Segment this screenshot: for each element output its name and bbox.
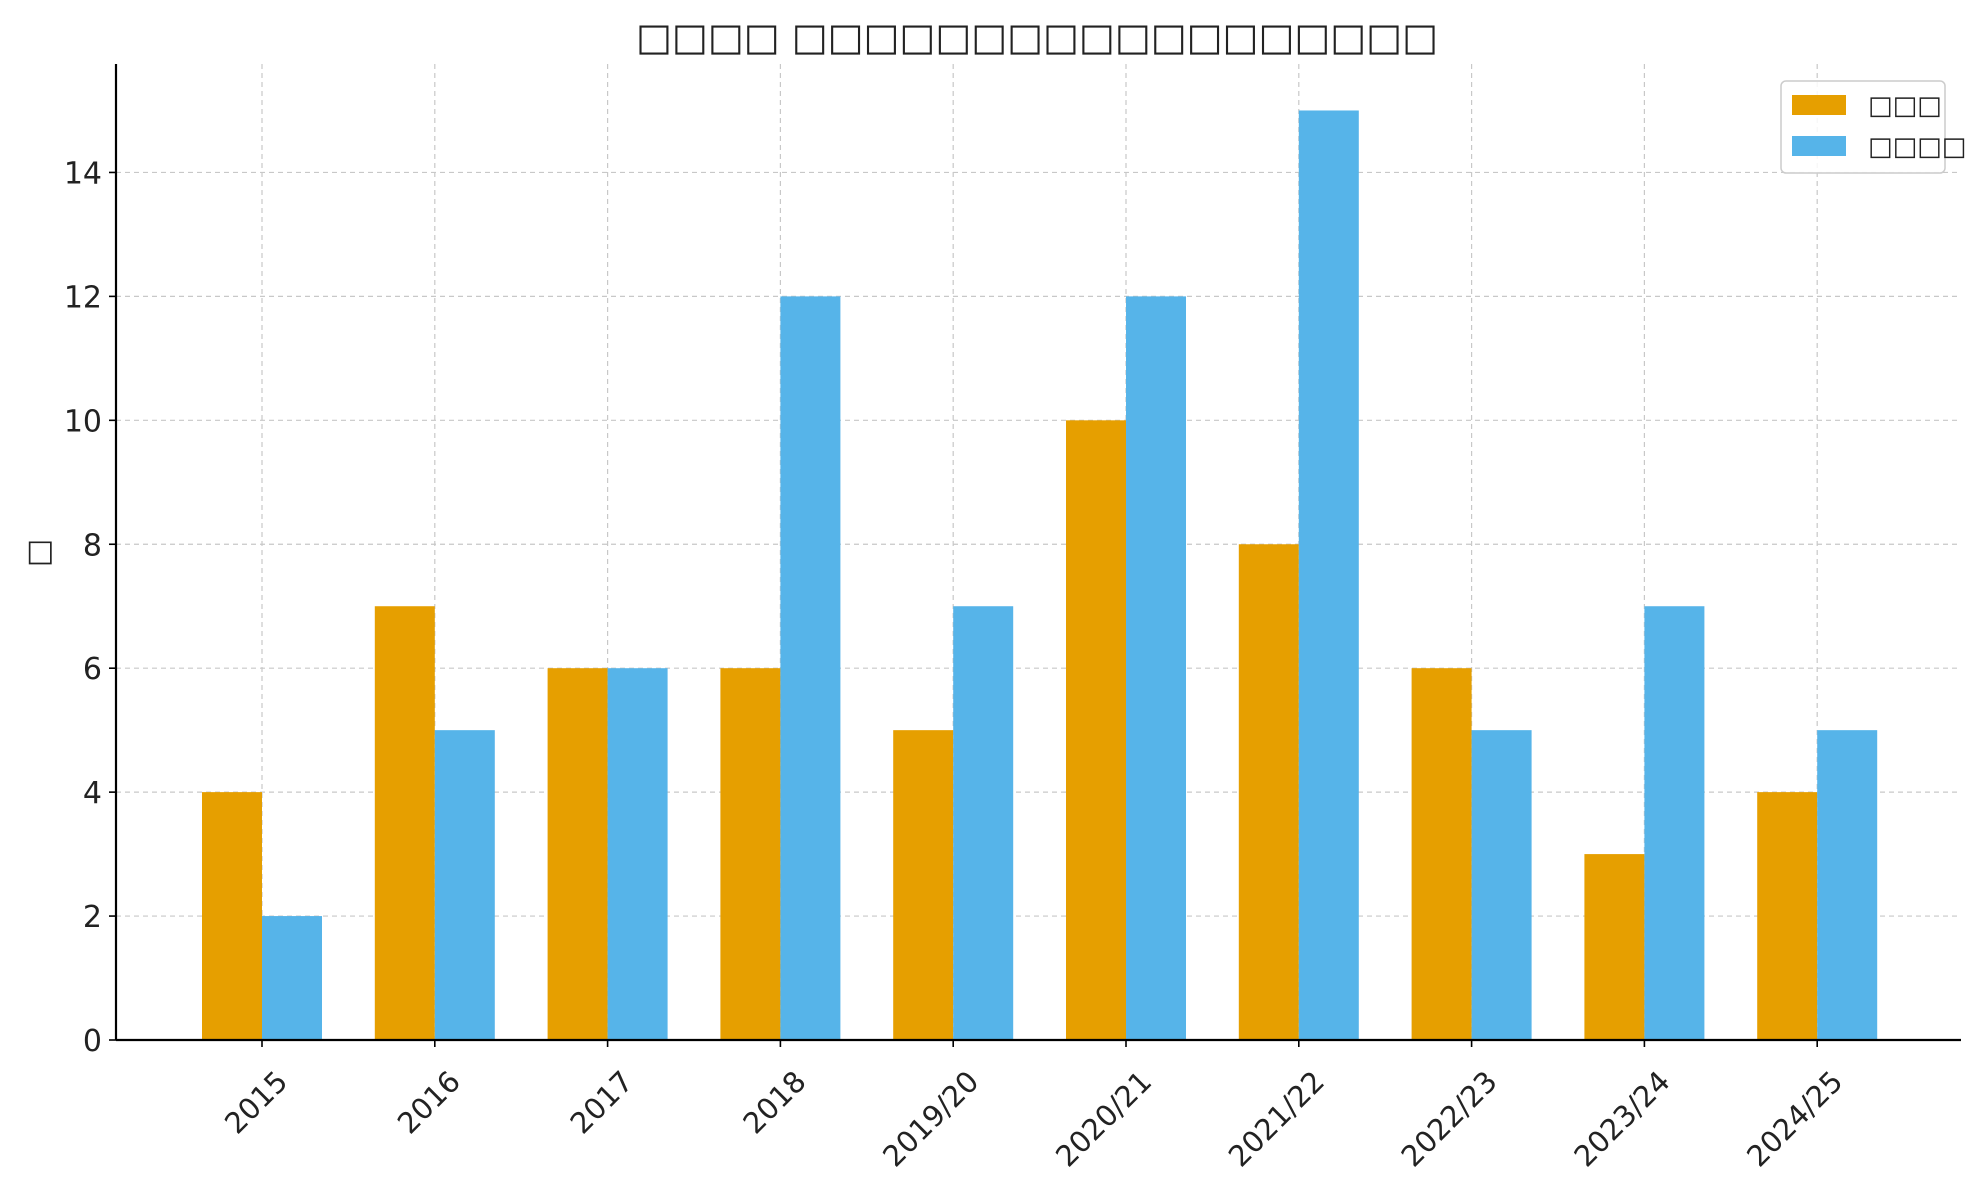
x-tick-label: 2017	[564, 1064, 640, 1140]
bar-series-2-2020/21	[1126, 296, 1186, 1040]
chart-title: □□□□ □□□□□□□□□□□□□□□□□□	[636, 15, 1438, 59]
bar-series-2-2019/20	[953, 606, 1014, 1040]
y-tick-label: 8	[83, 528, 102, 563]
x-tick-label: 2015	[218, 1064, 294, 1140]
legend-swatch-series-2	[1792, 136, 1846, 156]
bar-series-1-2021/22	[1238, 544, 1299, 1040]
y-tick-label: 12	[64, 280, 102, 315]
y-tick-label: 10	[64, 404, 102, 439]
legend-label-series-2: □□□□	[1868, 132, 1966, 162]
bar-series-2-2016	[434, 730, 495, 1040]
x-tick-label: 2016	[391, 1064, 467, 1140]
bar-series-1-2022/23	[1411, 668, 1472, 1040]
x-tick-label: 2023/24	[1567, 1064, 1676, 1173]
x-tick-label: 2018	[736, 1064, 812, 1140]
bar-series-2-2024/25	[1817, 730, 1878, 1040]
bar-series-1-2020/21	[1066, 420, 1126, 1040]
bar-series-2-2022/23	[1471, 730, 1532, 1040]
x-tick-label: 2019/20	[876, 1064, 985, 1173]
bar-series-1-2016	[374, 606, 435, 1040]
x-tick-label: 2021/22	[1222, 1064, 1331, 1173]
x-tick-label: 2024/25	[1740, 1064, 1849, 1173]
y-ticks: 0 2 4 6 8 10 12 14	[64, 156, 116, 1059]
x-ticks: 2015 2016 2017 2018 2019/20 2020/21 2021/22 202…	[218, 1040, 1849, 1173]
bar-series-1-2017	[547, 668, 608, 1040]
legend-label-series-1: □□□	[1868, 91, 1942, 121]
bar-series-1-2015	[202, 792, 262, 1040]
legend-swatch-series-1	[1792, 95, 1846, 115]
bar-series-1-2019/20	[893, 730, 954, 1040]
x-tick-label: 2022/23	[1395, 1064, 1504, 1173]
y-tick-label: 4	[83, 776, 102, 811]
bar-series-1-2018	[720, 668, 781, 1040]
y-tick-label: 2	[83, 900, 102, 935]
bars	[202, 110, 1878, 1040]
bar-series-2-2021/22	[1298, 110, 1359, 1040]
y-tick-label: 0	[83, 1024, 102, 1059]
axes	[114, 64, 1961, 1042]
bar-series-1-2023/24	[1584, 854, 1645, 1040]
bar-series-2-2017	[607, 668, 668, 1040]
bar-series-2-2015	[262, 916, 322, 1040]
x-tick-label: 2020/21	[1049, 1064, 1158, 1173]
y-tick-label: 6	[83, 652, 102, 687]
bar-series-1-2024/25	[1757, 792, 1818, 1040]
y-axis-title: □	[21, 539, 56, 567]
bar-series-2-2023/24	[1644, 606, 1705, 1040]
y-tick-label: 14	[64, 156, 102, 191]
bar-series-2-2018	[780, 296, 841, 1040]
legend: □□□ □□□□	[1780, 80, 1966, 174]
